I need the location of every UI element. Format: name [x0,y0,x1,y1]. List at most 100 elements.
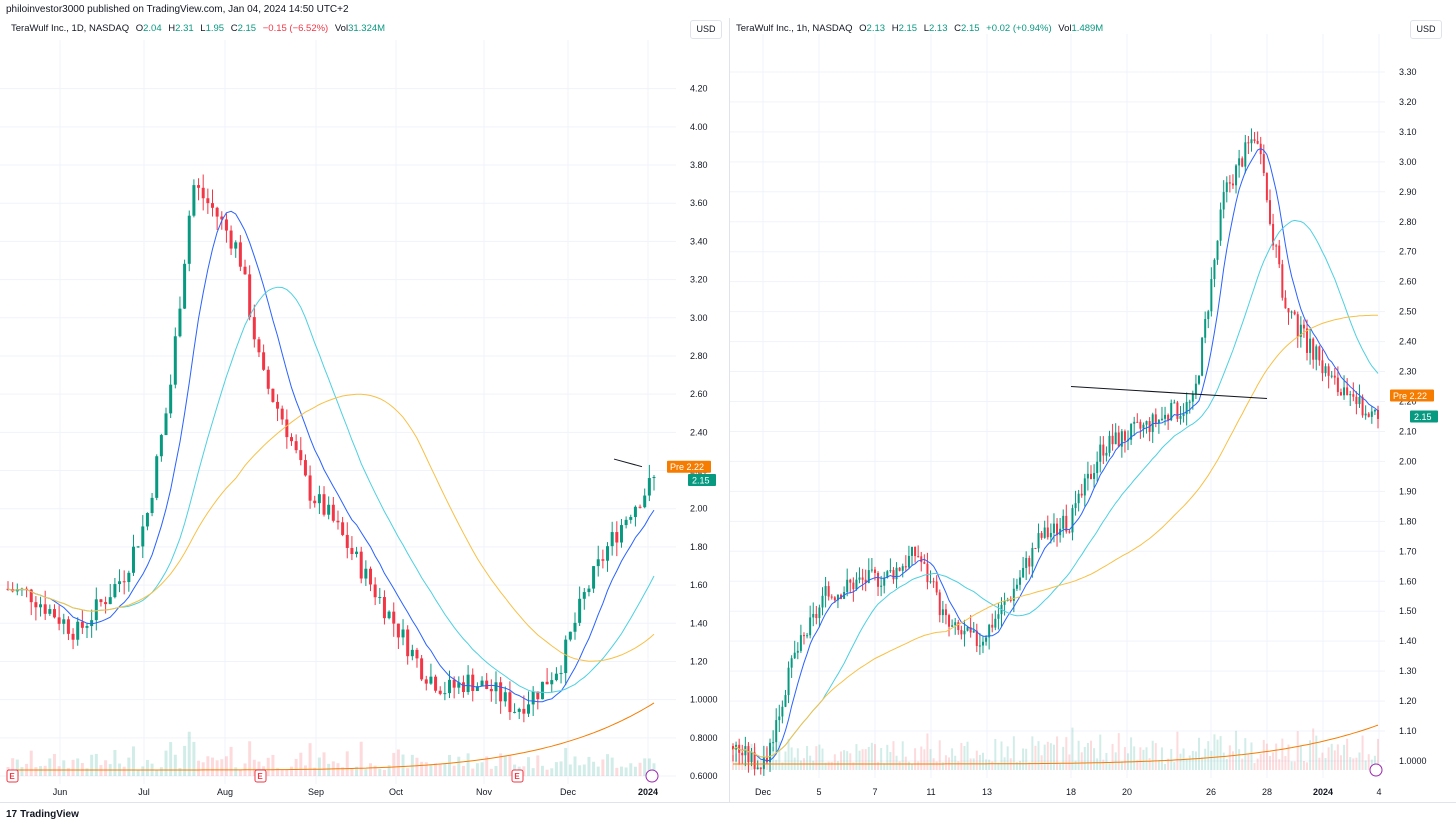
candle-body [1256,140,1259,144]
volume-bar [1102,759,1105,770]
candle-body [243,266,247,275]
moving-average-line [732,148,1379,762]
volume-bar [1281,738,1284,770]
candle-body [127,572,131,583]
candle-body [938,592,941,616]
volume-bar [624,767,628,776]
y-tick-label: 1.60 [1399,576,1417,586]
moving-average-line [7,393,655,662]
volume-bar [1028,762,1031,770]
volume-bar [991,761,994,770]
volume-bar [1052,744,1055,770]
candle-body [1318,346,1321,361]
candle-body [802,635,805,637]
volume-bar [1349,757,1352,770]
candle-body [94,599,98,621]
volume-bar [71,759,75,776]
volume-bar [1049,743,1052,770]
x-tick-label: 28 [1262,787,1272,797]
volume-bar [1154,743,1157,770]
candle-body [643,495,647,508]
volume-bar [750,743,753,770]
volume-bar [935,761,938,770]
volume-bar [550,768,554,776]
volume-bar [840,751,843,770]
candle-body [1315,346,1318,360]
candle-body [1343,387,1346,396]
candle-body [406,629,410,657]
candle-body [1302,324,1305,329]
daily-chart-canvas[interactable]: 4.20 4.00 3.80 3.60 3.40 3.20 3.00 2.80 2.60 2.40… [0,18,729,802]
chart-panel-hourly[interactable]: 3.30 3.20 3.10 3.00 2.90 2.80 2.70 2.60 2.50 2.40… [730,18,1456,802]
candle-body [907,555,910,568]
volume-bar [886,744,889,770]
candle-body [615,532,619,543]
volume-bar [1275,743,1278,770]
candle-body [1139,421,1142,429]
volume-bar [1142,749,1145,770]
volume-bar [1194,751,1197,770]
volume-bar [266,757,270,776]
volume-bar [183,745,187,776]
volume-bar [647,758,651,776]
candle-body [1099,444,1102,462]
volume-bar [1089,740,1092,770]
candle-body [914,546,917,557]
volume-bar [1191,750,1194,770]
volume-bar [735,753,738,770]
volume-bar [1231,751,1234,770]
volume-bar [610,757,614,776]
candle-body [806,635,809,637]
y-tick-label: 1.30 [1399,666,1417,676]
candle-body [364,568,368,579]
chart-panel-daily[interactable]: 4.20 4.00 3.80 3.60 3.40 3.20 3.00 2.80 2.60 2.40… [0,18,730,802]
volume-bar [210,757,214,776]
candle-body [71,633,75,640]
open-value: 2.13 [866,23,886,34]
currency-button[interactable]: USD [1410,20,1442,39]
volume-bar [988,759,991,770]
candle-body [988,624,991,638]
candle-body [1173,402,1176,404]
volume-bar [1284,756,1287,770]
symbol-name: TeraWulf Inc., 1D, NASDAQ [11,23,130,34]
candle-body [262,352,266,370]
y-tick-label: 3.40 [690,236,708,246]
volume-bar [633,766,637,776]
volume-bar [1188,755,1191,770]
volume-bar [1059,763,1062,770]
tradingview-logo[interactable]: 17 TradingView [6,809,82,820]
volume-bar [966,741,969,770]
candle-body [1071,508,1074,533]
candle-body [34,602,38,608]
candle-body [1142,424,1145,429]
candle-body [861,577,864,580]
volume-bar [1312,728,1315,770]
y-tick-label: 0.8000 [690,733,718,743]
currency-button[interactable]: USD [690,20,722,39]
volume-bar [215,760,219,776]
volume-bar [494,765,498,776]
volume-bar [978,754,981,770]
candle-body [248,274,252,318]
volume-bar [373,765,377,776]
volume-bar [1343,744,1346,770]
candle-body [457,682,461,688]
volume-bar [480,762,484,776]
candle-body [401,629,405,638]
volume-bar [944,755,947,770]
candle-body [410,649,414,657]
x-tick-label: 18 [1066,787,1076,797]
volume-bar [1025,748,1028,770]
candle-body [920,556,923,563]
hourly-chart-canvas[interactable]: 3.30 3.20 3.10 3.00 2.90 2.80 2.70 2.60 2.50 2.40… [730,18,1456,802]
volume-bar [830,761,833,770]
volume-bar [1015,762,1018,770]
volume-bar [322,752,326,776]
candle-body [104,602,108,605]
candle-body [187,215,191,264]
candle-body [1287,308,1290,313]
x-tick-label: Oct [389,787,404,797]
candle-body [985,637,988,642]
candle-body [633,506,637,518]
